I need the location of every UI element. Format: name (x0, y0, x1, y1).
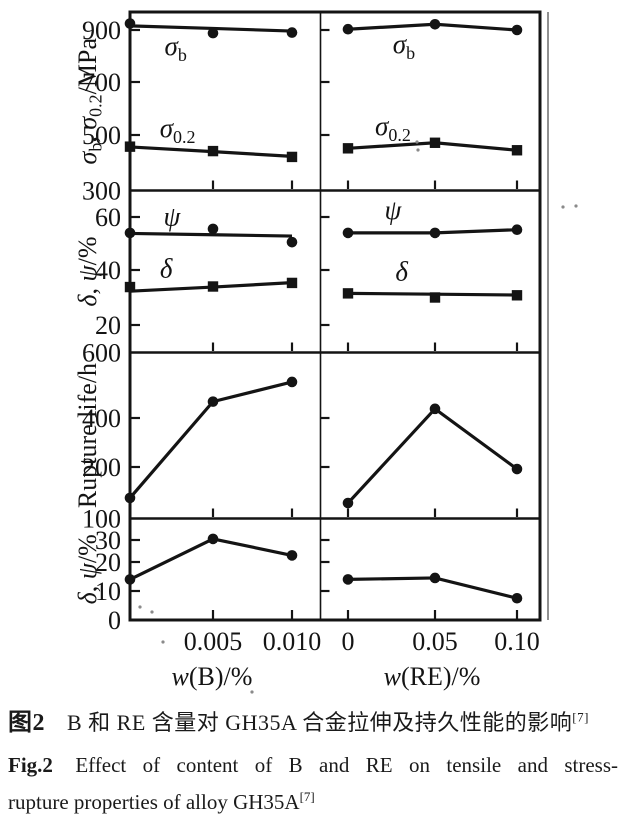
svg-text:200: 200 (82, 453, 121, 482)
figure-caption: 图2 B 和 RE 含量对 GH35A 合金拉伸及持久性能的影响[7] Fig.2… (8, 694, 618, 815)
svg-text:w(B)/%: w(B)/% (172, 662, 253, 691)
svg-text:20: 20 (95, 548, 121, 577)
svg-text:60: 60 (95, 203, 121, 232)
svg-text:Rupture life/h: Rupture life/h (73, 363, 102, 508)
svg-text:w(RE)/%: w(RE)/% (384, 662, 481, 691)
caption-english-text1: Effect of content of B and RE on tensile… (75, 753, 619, 777)
svg-text:700: 700 (82, 68, 121, 97)
svg-text:σb, σ0.2/MPa: σb, σ0.2/MPa (73, 38, 106, 165)
caption-chinese-label: 图2 (8, 710, 45, 736)
svg-text:600: 600 (82, 339, 121, 368)
caption-english-label: Fig.2 (8, 753, 53, 777)
svg-text:100: 100 (82, 505, 121, 534)
svg-text:δ: δ (160, 253, 173, 283)
svg-text:30: 30 (95, 526, 121, 555)
caption-english-text2: rupture properties of alloy GH35A (8, 790, 300, 814)
svg-text:0.005: 0.005 (184, 627, 243, 656)
svg-text:0.10: 0.10 (494, 627, 540, 656)
svg-text:σ0.2: σ0.2 (160, 113, 196, 147)
svg-text:500: 500 (82, 121, 121, 150)
caption-english-reference: [7] (299, 789, 315, 804)
svg-text:0: 0 (342, 627, 355, 656)
svg-text:0: 0 (108, 606, 121, 635)
caption-chinese-text: B 和 RE 含量对 GH35A 合金拉伸及持久性能的影响 (67, 710, 573, 735)
svg-text:σb: σb (165, 31, 187, 65)
caption-chinese-reference: [7] (572, 709, 589, 725)
caption-chinese: 图2 B 和 RE 含量对 GH35A 合金拉伸及持久性能的影响[7] (8, 702, 618, 737)
svg-text:σ0.2: σ0.2 (375, 111, 411, 145)
svg-text:δ, ψ/%: δ, ψ/% (73, 534, 102, 604)
svg-text:900: 900 (82, 16, 121, 45)
svg-text:ψ: ψ (385, 195, 403, 225)
svg-text:10: 10 (95, 577, 121, 606)
caption-english-line2: rupture properties of alloy GH35A[7] (8, 790, 618, 815)
svg-text:δ, ψ/%: δ, ψ/% (73, 236, 102, 306)
svg-text:400: 400 (82, 404, 121, 433)
svg-text:δ: δ (395, 257, 408, 287)
svg-text:ψ: ψ (164, 201, 182, 231)
svg-text:40: 40 (95, 256, 121, 285)
svg-text:σb: σb (393, 29, 415, 63)
svg-text:300: 300 (82, 177, 121, 206)
svg-text:0.010: 0.010 (263, 627, 322, 656)
svg-text:0.05: 0.05 (412, 627, 458, 656)
svg-text:20: 20 (95, 311, 121, 340)
caption-english-line1: Fig.2 Effect of content of B and RE on t… (8, 753, 618, 778)
